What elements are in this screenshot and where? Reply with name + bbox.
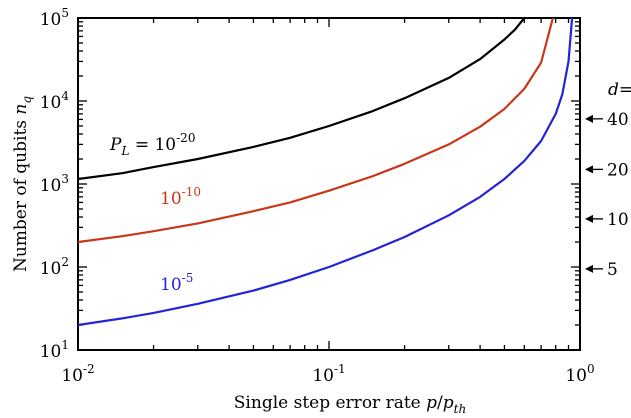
series-label-base: 10 [160, 189, 182, 209]
x-tick-label-base: 10 [61, 366, 83, 386]
series-line [78, 18, 554, 244]
x-tick-label: 10-1 [312, 362, 345, 386]
distance-arrow-head [585, 165, 593, 174]
x-tick-label-exponent: -1 [334, 362, 346, 376]
y-tick-label: 104 [40, 89, 70, 113]
series-label-subscript: L [120, 144, 129, 158]
x-axis-label-prefix: Single step error rate [234, 393, 426, 413]
series-line [78, 18, 574, 327]
y-tick-label: 103 [40, 172, 69, 196]
series-line [78, 18, 526, 181]
y-axis-label-prefix: Number of qubits [11, 115, 31, 272]
distance-marker-label: 20 [607, 160, 629, 180]
distance-arrow-head [585, 114, 593, 123]
x-axis-label-denom-sub: th [454, 402, 467, 416]
right-axis-title: d= [608, 80, 631, 100]
x-tick-label-exponent: -2 [83, 362, 95, 376]
y-axis-label: Number of qubits nq [11, 96, 34, 272]
x-tick-label: 100 [565, 362, 594, 386]
series-label: PL = 10-20 [109, 131, 195, 158]
distance-marker-label: 5 [607, 260, 618, 280]
series-label-base: 10 [160, 275, 182, 295]
axis-ticks [77, 18, 580, 351]
series-label-base: 10 [154, 135, 176, 155]
y-tick-label: 101 [40, 338, 69, 362]
y-tick-label-base: 10 [40, 176, 62, 196]
y-tick-label: 105 [40, 6, 69, 30]
x-tick-labels: 10-2 10-1 100 [61, 362, 594, 386]
x-tick-label-base: 10 [565, 366, 587, 386]
x-tick-label-exponent: 0 [587, 362, 595, 376]
y-tick-label-exponent: 3 [61, 172, 69, 186]
x-axis-label-denom: p [443, 393, 454, 413]
y-tick-label-base: 10 [40, 259, 62, 279]
y-tick-label-exponent: 4 [61, 89, 69, 103]
y-tick-label: 102 [40, 255, 69, 279]
distance-markers: 40 20 10 5 [585, 110, 629, 280]
y-tick-label-exponent: 5 [61, 6, 69, 20]
distance-arrow-head [585, 264, 593, 273]
plot-frame [77, 17, 581, 351]
x-tick-label: 10-2 [61, 362, 94, 386]
x-tick-label-base: 10 [312, 366, 334, 386]
y-tick-label-base: 10 [40, 93, 62, 113]
distance-arrow-head [585, 214, 593, 223]
distance-marker-label: 40 [607, 110, 629, 130]
series-label-exponent: -5 [182, 271, 194, 285]
x-axis-label: Single step error rate p/pth [234, 393, 466, 416]
series-label-exponent: -10 [182, 185, 201, 199]
y-axis-label-var: n [11, 104, 31, 115]
series-lines [78, 18, 574, 327]
y-tick-label-exponent: 2 [61, 255, 69, 269]
series-label: 10-10 [160, 185, 201, 209]
y-tick-label-base: 10 [40, 342, 62, 362]
series-label-exponent: -20 [176, 131, 195, 145]
series-label-equals: = [129, 135, 154, 155]
series-label: 10-5 [160, 271, 193, 295]
distance-marker-label: 10 [607, 210, 629, 230]
x-axis-label-var: p [426, 393, 437, 413]
y-tick-label-base: 10 [40, 10, 62, 30]
y-tick-label-exponent: 1 [61, 338, 69, 352]
x-axis-label-slash: / [437, 393, 443, 413]
y-axis-label-sub: q [20, 96, 34, 104]
series-label-symbol: P [109, 135, 122, 155]
